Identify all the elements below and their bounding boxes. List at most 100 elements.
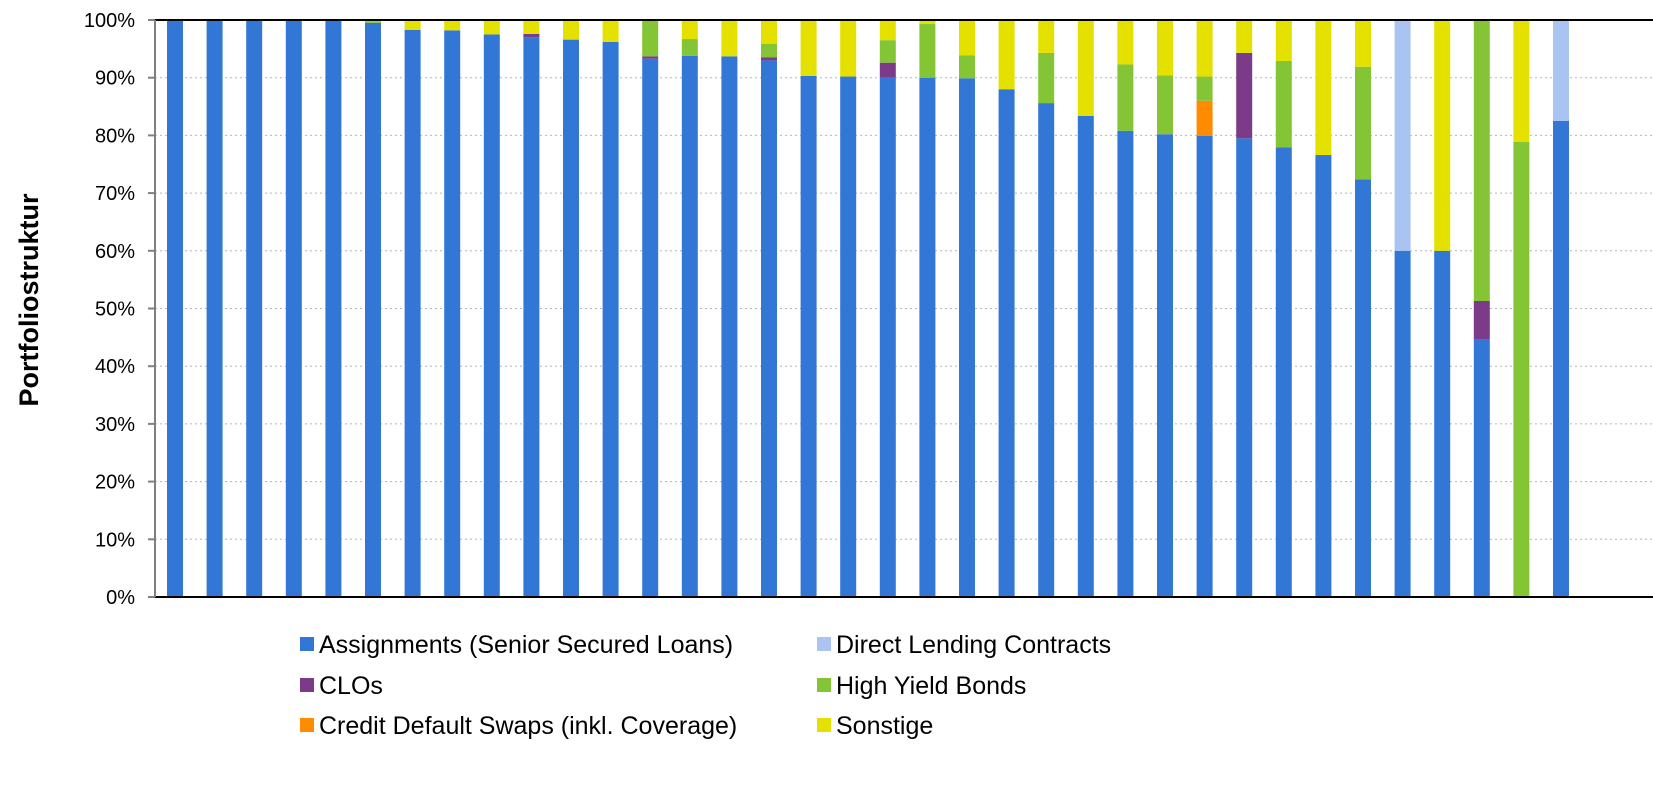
y-tick-labels: 0% 10% 20% 30% 40% 50% 60% 70% 80% 90% 100% <box>84 10 135 609</box>
legend-swatch <box>300 637 314 651</box>
bars <box>167 20 1569 598</box>
bar-segment <box>879 20 896 41</box>
bar-segment <box>444 30 461 598</box>
bar-segment <box>879 62 896 78</box>
bar-segment <box>1038 20 1055 53</box>
bar-segment <box>998 89 1015 598</box>
bar-segment <box>1315 155 1332 597</box>
bar-segment <box>1315 20 1332 156</box>
bar-segment <box>1157 134 1173 597</box>
bar-segment <box>1157 75 1173 135</box>
bar-segment <box>523 37 540 598</box>
bar-segment <box>1196 100 1213 136</box>
bar-segment <box>642 58 659 598</box>
y-axis-label: Portfoliostruktur <box>14 193 44 406</box>
y-tick-label: 30% <box>95 414 135 436</box>
bar-segment <box>1355 20 1371 67</box>
bar-segment <box>1513 20 1530 142</box>
bar-segment <box>1157 20 1173 76</box>
bar-segment <box>483 20 500 35</box>
bar-segment <box>1394 250 1411 598</box>
bar-segment <box>1275 60 1292 148</box>
bar-segment <box>1117 130 1134 597</box>
bar-segment <box>879 77 896 597</box>
bar-segment <box>246 20 263 597</box>
legend-label: Sonstige <box>836 712 933 740</box>
legend-label: CLOs <box>319 672 383 700</box>
bar-segment <box>959 20 975 56</box>
bar-segment <box>1196 76 1213 101</box>
bar-segment <box>959 78 975 598</box>
bar-segment <box>800 20 817 76</box>
bar-segment <box>1077 115 1094 598</box>
bar-segment <box>483 34 500 598</box>
bar-segment <box>761 60 777 597</box>
y-tick-label: 0% <box>106 587 135 609</box>
bar-segment <box>1355 179 1371 597</box>
legend-item: Credit Default Swaps (inkl. Coverage) <box>300 712 737 740</box>
bar-segment <box>721 56 738 597</box>
bar-segment <box>365 21 381 23</box>
y-tick-label: 70% <box>95 183 135 205</box>
bar-segment <box>404 20 421 30</box>
legend-swatch <box>817 637 831 651</box>
bar-segment <box>919 77 936 597</box>
bar-segment <box>1355 66 1371 180</box>
bar-segment <box>1077 20 1094 116</box>
bar-segment <box>998 20 1015 90</box>
bar-segment <box>919 20 936 25</box>
legend-label: High Yield Bonds <box>836 672 1026 700</box>
bar-segment <box>602 41 619 597</box>
y-tick-label: 50% <box>95 299 135 321</box>
bar-segment <box>1117 64 1134 131</box>
bar-segment <box>681 20 698 40</box>
bar-segment <box>602 20 619 42</box>
bar-segment <box>1553 120 1569 597</box>
bar-segment <box>959 55 975 79</box>
bar-segment <box>1473 20 1490 301</box>
bar-segment <box>404 29 421 597</box>
legend-item: Direct Lending Contracts <box>817 631 1111 659</box>
bar-segment <box>761 57 777 61</box>
bar-segment <box>800 75 817 598</box>
y-tick-label: 10% <box>95 529 135 551</box>
bar-segment <box>1196 135 1213 598</box>
bar-segment <box>523 20 540 34</box>
gridlines <box>148 19 1653 598</box>
bar-segment <box>1236 138 1253 597</box>
bar-segment <box>1236 52 1253 139</box>
bar-segment <box>642 56 659 59</box>
legend-item: Assignments (Senior Secured Loans) <box>300 631 733 659</box>
legend-item: CLOs <box>300 672 383 700</box>
bar-segment <box>1236 20 1253 53</box>
legend-label: Credit Default Swaps (inkl. Coverage) <box>319 712 737 740</box>
bar-segment <box>1117 20 1134 65</box>
bar-segment <box>1038 52 1055 104</box>
legend-swatch <box>300 678 314 692</box>
bar-segment <box>1473 339 1490 597</box>
bar-segment <box>1394 20 1411 251</box>
bar-segment <box>681 39 698 56</box>
legend-item: Sonstige <box>817 712 933 740</box>
legend-label: Direct Lending Contracts <box>836 631 1111 659</box>
legend: Assignments (Senior Secured Loans) Direct… <box>300 631 1111 740</box>
y-tick-label: 90% <box>95 68 135 90</box>
bar-segment <box>1275 20 1292 61</box>
bar-segment <box>563 20 579 40</box>
bar-segment <box>1434 20 1451 251</box>
bar-segment <box>642 20 659 57</box>
bar-segment <box>761 20 777 44</box>
y-tick-label: 40% <box>95 356 135 378</box>
bar-segment <box>206 20 223 597</box>
axes <box>154 19 1653 598</box>
bar-segment <box>1473 300 1490 340</box>
bar-segment <box>721 20 738 57</box>
y-tick-label: 100% <box>84 10 135 32</box>
bar-segment <box>325 20 342 597</box>
bar-segment <box>365 22 381 597</box>
bar-segment <box>1553 20 1569 121</box>
y-tick-label: 80% <box>95 125 135 147</box>
legend-item: High Yield Bonds <box>817 672 1026 700</box>
